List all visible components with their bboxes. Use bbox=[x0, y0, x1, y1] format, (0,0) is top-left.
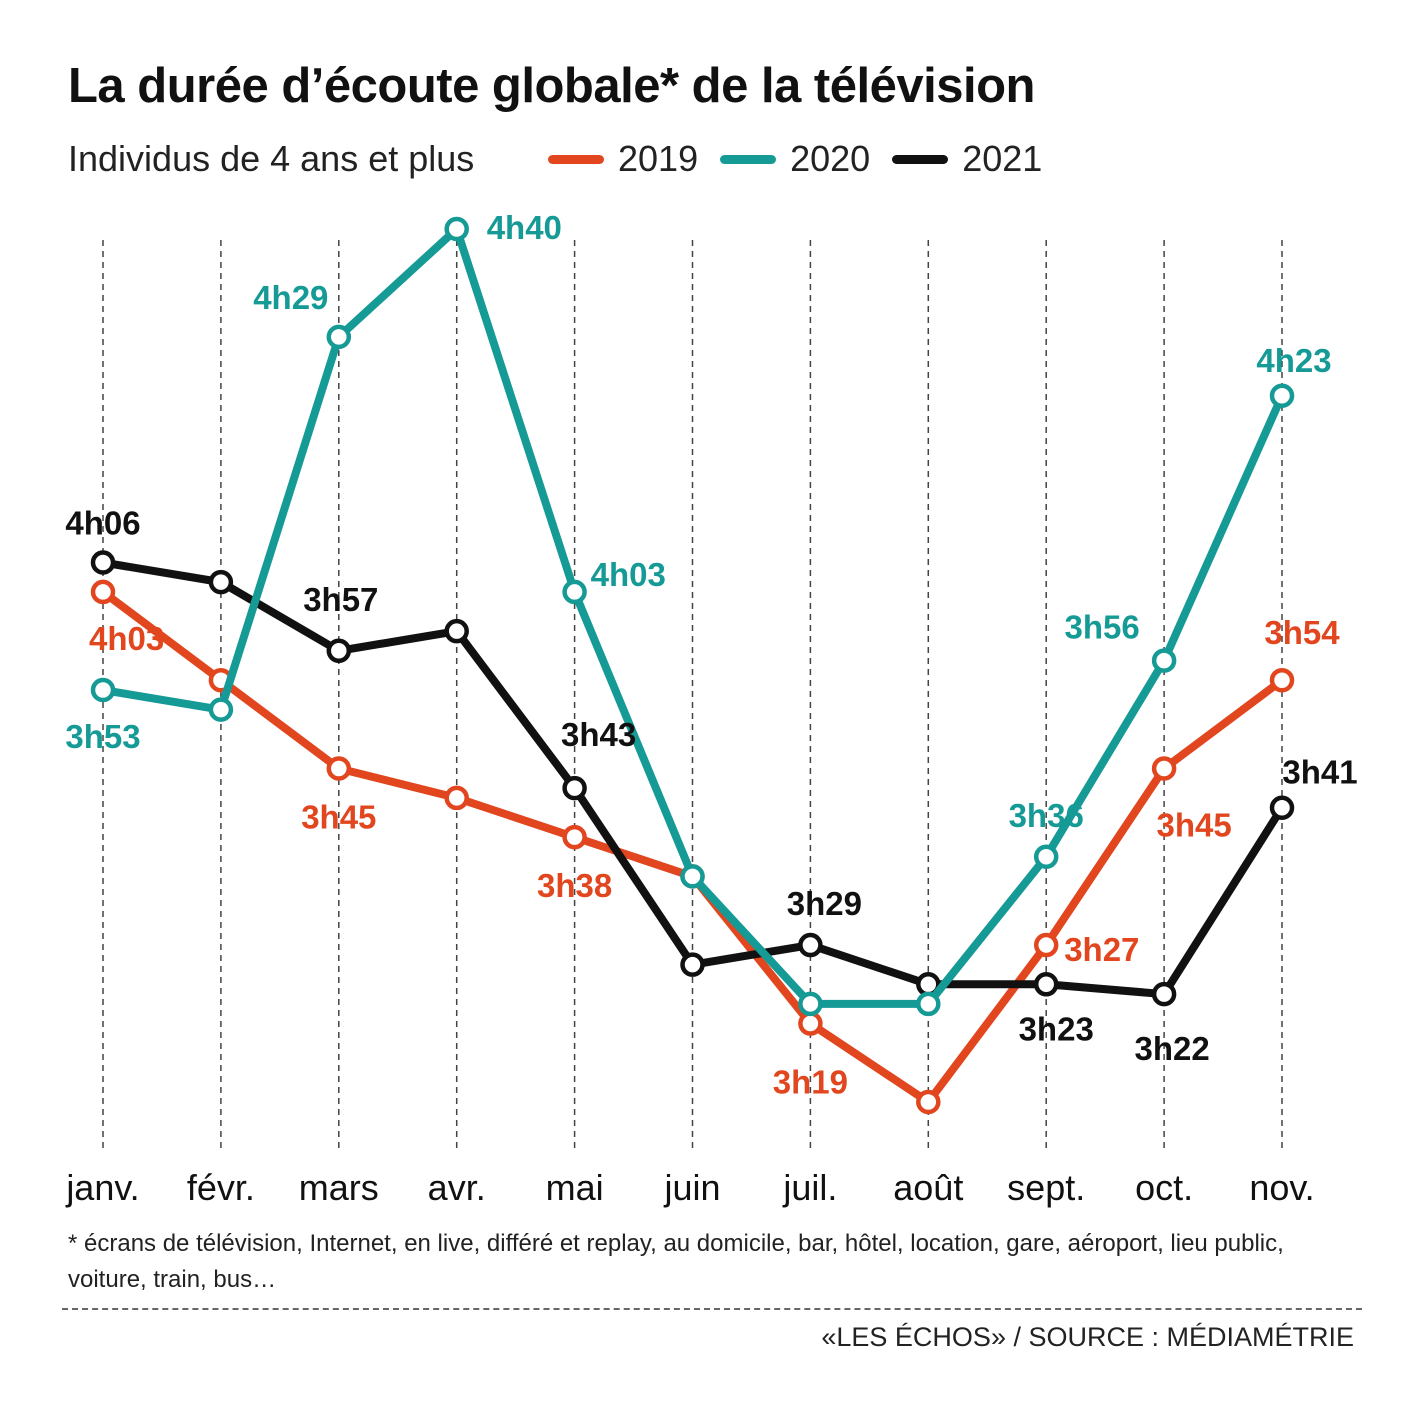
data-point-2020-4 bbox=[562, 579, 587, 605]
data-label-2020-2: 4h29 bbox=[253, 279, 328, 316]
data-point-2021-3 bbox=[444, 618, 469, 644]
data-label-2021-8: 3h23 bbox=[1019, 1010, 1094, 1047]
data-point-2020-2 bbox=[326, 324, 352, 350]
data-point-2019-8 bbox=[1033, 932, 1059, 958]
data-point-2019-0 bbox=[90, 579, 116, 605]
data-point-2019-2 bbox=[326, 756, 352, 781]
data-point-2019-6 bbox=[798, 1011, 823, 1036]
x-tick-label: janv. bbox=[65, 1167, 139, 1208]
data-point-2021-5 bbox=[680, 952, 705, 977]
data-label-2019-10: 3h54 bbox=[1264, 614, 1340, 651]
data-labels-2021: 4h06 3h57 3h43 3h29 3h23 3h22 3h41 bbox=[65, 505, 1357, 1068]
data-label-2019-2: 3h45 bbox=[301, 798, 376, 835]
data-point-2019-9 bbox=[1151, 756, 1177, 781]
legend-item-2019: 2019 bbox=[548, 138, 698, 180]
data-point-2020-9 bbox=[1151, 648, 1177, 673]
data-point-2020-5 bbox=[680, 864, 705, 889]
chart-subtitle: Individus de 4 ans et plus bbox=[68, 138, 475, 179]
data-point-2020-7 bbox=[916, 991, 941, 1017]
data-point-2021-8 bbox=[1033, 972, 1059, 997]
x-tick-label: avr. bbox=[428, 1167, 486, 1208]
x-tick-label: mai bbox=[546, 1167, 604, 1208]
divider bbox=[62, 1308, 1362, 1310]
x-tick-label: nov. bbox=[1249, 1167, 1314, 1208]
data-label-2020-0: 3h53 bbox=[65, 718, 140, 755]
legend-label-2019: 2019 bbox=[618, 138, 699, 179]
data-label-2019-4: 3h38 bbox=[537, 867, 612, 904]
x-tick-label: sept. bbox=[1007, 1167, 1085, 1208]
x-tick-label: juin bbox=[663, 1167, 720, 1208]
data-point-2019-10 bbox=[1269, 667, 1295, 693]
chart-title: La durée d’écoute globale* de la télévis… bbox=[68, 59, 1035, 113]
data-point-2019-3 bbox=[444, 785, 469, 811]
data-label-2019-8: 3h27 bbox=[1064, 931, 1139, 968]
data-point-2020-6 bbox=[798, 991, 823, 1017]
x-tick-label: févr. bbox=[187, 1167, 255, 1208]
grid-lines bbox=[102, 240, 1283, 1150]
data-point-2021-2 bbox=[326, 638, 352, 664]
legend: 2019 2020 2021 bbox=[548, 138, 1064, 180]
source-credit: «LES ÉCHOS» / SOURCE : MÉDIAMÉTRIE bbox=[821, 1322, 1354, 1352]
data-point-2021-9 bbox=[1151, 981, 1177, 1007]
data-label-2021-2: 3h57 bbox=[303, 581, 378, 618]
data-label-2020-9: 3h56 bbox=[1064, 609, 1139, 646]
series-2020 bbox=[90, 216, 1295, 1017]
data-label-2021-0: 4h06 bbox=[65, 505, 140, 542]
legend-swatch-2019 bbox=[548, 154, 604, 164]
data-point-2019-7 bbox=[916, 1089, 941, 1115]
data-labels-2019: 4h03 3h45 3h38 3h19 3h27 3h45 3h54 bbox=[89, 614, 1340, 1100]
data-point-2020-1 bbox=[208, 697, 234, 722]
x-tick-label: mars bbox=[299, 1167, 379, 1208]
data-label-2019-0: 4h03 bbox=[89, 620, 164, 657]
data-label-2021-9: 3h22 bbox=[1134, 1030, 1209, 1067]
data-point-2020-8 bbox=[1033, 844, 1059, 870]
legend-swatch-2020 bbox=[720, 154, 777, 164]
data-point-2020-10 bbox=[1269, 383, 1295, 409]
data-point-2020-0 bbox=[90, 677, 116, 703]
data-point-2020-3 bbox=[444, 216, 469, 242]
data-point-2021-0 bbox=[90, 550, 116, 575]
data-label-2021-10: 3h41 bbox=[1282, 754, 1357, 791]
footnote: * écrans de télévision, Internet, en liv… bbox=[68, 1230, 1284, 1293]
data-point-2021-6 bbox=[798, 932, 823, 958]
series-2021 bbox=[90, 550, 1295, 1007]
legend-item-2020: 2020 bbox=[720, 138, 870, 180]
data-label-2020-3: 4h40 bbox=[487, 209, 562, 246]
legend-item-2021: 2021 bbox=[892, 138, 1042, 180]
legend-swatch-2021 bbox=[892, 154, 949, 164]
legend-label-2020: 2020 bbox=[790, 138, 871, 179]
x-tick-label: août bbox=[893, 1167, 963, 1208]
data-label-2021-4: 3h43 bbox=[561, 716, 636, 753]
x-axis-labels: janv. févr. mars avr. mai juin juil. août sept. o… bbox=[65, 1167, 1314, 1208]
data-label-2020-10: 4h23 bbox=[1256, 342, 1331, 379]
data-point-2021-10 bbox=[1269, 795, 1295, 820]
data-point-2021-4 bbox=[562, 775, 587, 801]
data-labels-2020: 3h53 4h29 4h40 4h03 3h36 3h56 4h23 bbox=[65, 209, 1331, 834]
data-label-2019-9: 3h45 bbox=[1156, 806, 1231, 843]
data-label-2021-6: 3h29 bbox=[787, 885, 862, 922]
data-label-2019-6: 3h19 bbox=[773, 1064, 848, 1101]
data-point-2021-1 bbox=[208, 569, 234, 595]
legend-label-2021: 2021 bbox=[962, 138, 1043, 179]
data-point-2019-4 bbox=[562, 824, 587, 850]
data-label-2020-8: 3h36 bbox=[1009, 797, 1084, 834]
data-label-2020-4: 4h03 bbox=[591, 556, 666, 593]
x-tick-label: oct. bbox=[1135, 1167, 1193, 1208]
x-tick-label: juil. bbox=[782, 1167, 837, 1208]
